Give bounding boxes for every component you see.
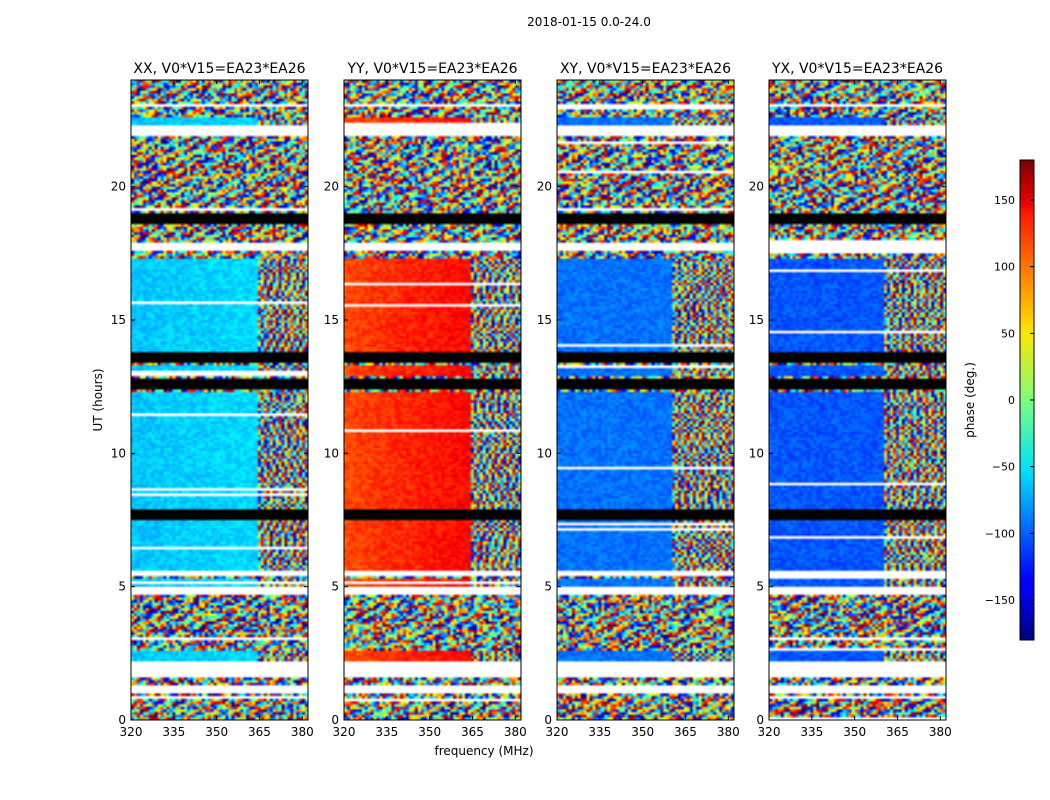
y-axis-label: UT (hours): [91, 368, 105, 431]
y-tick-label: 15: [324, 313, 339, 327]
x-tick-label: 320: [333, 725, 356, 739]
x-tick-label: 335: [162, 725, 185, 739]
y-tick-label: 10: [537, 446, 552, 460]
plot-frame: [556, 79, 735, 721]
plot-frame: [343, 79, 522, 721]
plot-frame: [130, 79, 309, 721]
x-tick-label: 350: [843, 725, 866, 739]
plot-frame: [768, 79, 947, 721]
figure-suptitle: 2018-01-15 0.0-24.0: [527, 15, 651, 29]
x-tick-label: 350: [631, 725, 654, 739]
x-tick-label: 380: [504, 725, 527, 739]
heatmap-panel-2: YY, V0*V15=EA23*EA26 320 335 350 365 380 0 5 10 1…: [324, 61, 534, 758]
x-tick-label: 380: [929, 725, 952, 739]
y-tick-label: 5: [331, 580, 339, 594]
panels-group: XX, V0*V15=EA23*EA26 320 335 350 365 380 0 5 10 1…: [91, 61, 952, 758]
panel-title: XY, V0*V15=EA23*EA26: [560, 61, 731, 77]
colorbar-tick-label: −150: [985, 594, 1015, 607]
colorbar-tick-label: −50: [992, 461, 1015, 474]
colorbar-tick-label: −100: [985, 527, 1015, 540]
x-tick-label: 365: [886, 725, 909, 739]
x-tick-label: 380: [291, 725, 314, 739]
y-tick-label: 0: [331, 713, 339, 727]
y-tick-label: 15: [111, 313, 126, 327]
colorbar-tick-label: 150: [994, 194, 1015, 207]
colorbar-tick-label: 0: [1008, 394, 1015, 407]
y-tick-label: 20: [537, 180, 552, 194]
x-tick-label: 365: [248, 725, 271, 739]
x-tick-label: 350: [205, 725, 228, 739]
y-tick-label: 15: [749, 313, 764, 327]
colorbar-ticks: −150 −100 −50 0 50 100 150: [985, 194, 1034, 607]
heatmap-image: [344, 80, 521, 720]
y-tick-label: 0: [544, 713, 552, 727]
y-tick-label: 10: [749, 446, 764, 460]
heatmap-panel-3: XY, V0*V15=EA23*EA26 320 335 350 365 380 0 5 10 1…: [537, 61, 740, 739]
y-tick-label: 0: [118, 713, 126, 727]
x-tick-label: 365: [674, 725, 697, 739]
x-tick-label: 320: [546, 725, 569, 739]
y-tick-label: 0: [756, 713, 764, 727]
y-tick-label: 15: [537, 313, 552, 327]
colorbar-tick-label: 50: [1001, 327, 1015, 340]
colorbar-label: phase (deg.): [963, 362, 977, 438]
colorbar: −150 −100 −50 0 50 100 150 phase (deg.): [963, 159, 1035, 641]
heatmap-panel-1: XX, V0*V15=EA23*EA26 320 335 350 365 380 0 5 10 1…: [91, 61, 314, 739]
y-tick-label: 5: [118, 580, 126, 594]
heatmap-image: [557, 80, 734, 720]
colorbar-tick-label: 100: [994, 261, 1015, 274]
y-tick-label: 20: [111, 180, 126, 194]
y-tick-label: 10: [111, 446, 126, 460]
y-tick-label: 5: [544, 580, 552, 594]
x-tick-label: 365: [461, 725, 484, 739]
y-tick-label: 20: [324, 180, 339, 194]
panel-title: YY, V0*V15=EA23*EA26: [346, 61, 517, 77]
x-tick-label: 335: [588, 725, 611, 739]
x-tick-label: 320: [758, 725, 781, 739]
x-axis-label: frequency (MHz): [434, 744, 533, 758]
heatmap-image: [769, 80, 946, 720]
heatmap-image: [131, 80, 308, 720]
y-tick-label: 10: [324, 446, 339, 460]
x-tick-label: 380: [717, 725, 740, 739]
y-tick-label: 5: [756, 580, 764, 594]
heatmap-panel-4: YX, V0*V15=EA23*EA26 320 335 350 365 380 0 5 10 1…: [749, 61, 952, 739]
panel-title: XX, V0*V15=EA23*EA26: [133, 61, 305, 77]
panel-title: YX, V0*V15=EA23*EA26: [771, 61, 943, 77]
x-tick-label: 335: [800, 725, 823, 739]
y-tick-label: 20: [749, 180, 764, 194]
x-tick-label: 335: [375, 725, 398, 739]
x-tick-label: 350: [418, 725, 441, 739]
x-tick-label: 320: [120, 725, 143, 739]
